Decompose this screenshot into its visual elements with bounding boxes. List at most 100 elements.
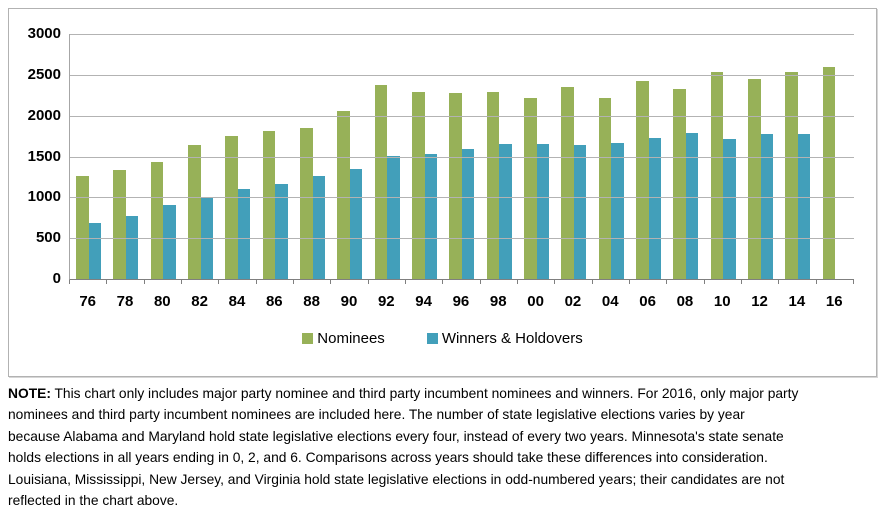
x-axis-tick-label-12: 12 bbox=[751, 293, 768, 310]
x-axis-tick-label-80: 80 bbox=[153, 293, 171, 310]
bar-pair-06 bbox=[636, 80, 662, 279]
x-axis-tick bbox=[331, 280, 369, 284]
bar-group-94 bbox=[406, 34, 443, 279]
x-axis-tick bbox=[294, 280, 332, 284]
bar-pair-00 bbox=[524, 97, 550, 279]
bar-pair-88 bbox=[300, 127, 326, 279]
plot-area bbox=[69, 34, 854, 280]
x-axis-ticks bbox=[69, 280, 854, 284]
bar-winners-holdovers-94 bbox=[424, 154, 438, 279]
gridline-2000 bbox=[70, 115, 854, 117]
x-axis-tick-label-94: 94 bbox=[415, 293, 432, 310]
y-axis-tick-label: 1500 bbox=[27, 147, 61, 165]
bar-group-84 bbox=[219, 34, 256, 279]
x-axis-tick bbox=[107, 280, 145, 284]
x-axis-labels: 76 78 80 82 84 86 88 90 92 94 96 98 00 02 04 06 08 10 12 14… bbox=[69, 293, 853, 310]
bar-winners-holdovers-76 bbox=[88, 223, 102, 279]
x-axis-tick bbox=[481, 280, 518, 284]
bar-pair-94 bbox=[412, 91, 438, 279]
bar-pair-86 bbox=[262, 131, 288, 279]
bar-nominees-90 bbox=[337, 110, 350, 279]
note-line: Louisiana, Mississippi, New Jersey, and … bbox=[8, 471, 785, 487]
bar-nominees-96 bbox=[449, 92, 462, 279]
x-axis-tick bbox=[518, 280, 556, 284]
legend-item-nominees: Nominees bbox=[302, 330, 385, 347]
bar-group-96 bbox=[443, 34, 480, 279]
bar-pair-92 bbox=[374, 84, 400, 279]
note-line: holds elections in all years ending in 0… bbox=[8, 450, 768, 466]
x-axis-tick bbox=[555, 280, 593, 284]
legend-label-nominees: Nominees bbox=[317, 330, 385, 347]
bar-nominees-78 bbox=[113, 169, 126, 279]
x-axis-tick-label-16: 16 bbox=[825, 293, 843, 310]
x-axis-tick-label-86: 86 bbox=[265, 293, 283, 310]
x-axis-tick-label-96: 96 bbox=[452, 293, 470, 310]
x-axis-tick-label-04: 04 bbox=[601, 293, 619, 310]
y-axis-tick-label: 2500 bbox=[27, 65, 61, 83]
bars-row bbox=[70, 34, 854, 279]
x-axis-tick bbox=[667, 280, 705, 284]
x-axis-tick bbox=[779, 280, 817, 284]
bar-nominees-16 bbox=[822, 66, 836, 279]
bar-nominees-84 bbox=[225, 136, 238, 279]
bar-winners-holdovers-98 bbox=[499, 144, 512, 279]
x-axis-tick bbox=[593, 280, 630, 284]
x-axis-tick-label-84: 84 bbox=[228, 293, 246, 310]
bar-winners-holdovers-80 bbox=[163, 204, 176, 279]
x-axis-tick bbox=[219, 280, 257, 284]
bar-group-78 bbox=[107, 34, 144, 279]
x-axis-tick bbox=[369, 280, 406, 284]
note-line: reflected in the chart above. bbox=[8, 493, 179, 509]
bar-nominees-08 bbox=[673, 88, 686, 279]
bar-nominees-14 bbox=[785, 72, 798, 279]
bar-winners-holdovers-00 bbox=[536, 144, 550, 279]
bar-group-12 bbox=[742, 34, 779, 279]
bar-nominees-76 bbox=[76, 176, 89, 279]
bar-pair-14 bbox=[785, 72, 811, 279]
legend-item-winners-holdovers: Winners & Holdovers bbox=[426, 330, 583, 347]
bar-nominees-10 bbox=[710, 71, 724, 279]
note-line: NOTE: This chart only includes major par… bbox=[8, 383, 883, 404]
bar-group-04 bbox=[593, 34, 630, 279]
bar-group-80 bbox=[145, 34, 182, 279]
x-axis-tick bbox=[145, 280, 182, 284]
x-axis-tick bbox=[443, 280, 481, 284]
x-axis-tick-label-14: 14 bbox=[788, 293, 806, 310]
x-axis-tick-label-92: 92 bbox=[377, 293, 395, 310]
bar-group-98 bbox=[481, 34, 518, 279]
bar-pair-98 bbox=[486, 91, 512, 279]
bar-pair-76 bbox=[76, 176, 102, 279]
bar-winners-holdovers-10 bbox=[723, 138, 736, 279]
note-line: nominees and third party incumbent nomin… bbox=[8, 407, 745, 423]
x-axis-tick bbox=[705, 280, 742, 284]
bar-group-76 bbox=[70, 34, 107, 279]
legend-label-winners-holdovers: Winners & Holdovers bbox=[441, 330, 583, 347]
bar-nominees-94 bbox=[412, 91, 425, 279]
y-axis-tick-label: 0 bbox=[52, 270, 61, 287]
x-axis-tick-label-78: 78 bbox=[116, 293, 134, 310]
bar-winners-holdovers-12 bbox=[760, 133, 774, 279]
bar-pair-10 bbox=[710, 71, 736, 279]
x-axis-tick-label-08: 08 bbox=[676, 293, 694, 310]
bar-group-02 bbox=[555, 34, 592, 279]
bar-nominees-02 bbox=[561, 87, 574, 279]
bar-nominees-06 bbox=[636, 80, 649, 279]
winners-legend-swatch-icon bbox=[426, 333, 438, 344]
note-line: because Alabama and Maryland hold state … bbox=[8, 428, 784, 444]
bar-pair-90 bbox=[337, 110, 363, 279]
bar-group-06 bbox=[630, 34, 667, 279]
bar-pair-02 bbox=[561, 87, 587, 279]
y-axis-tick-label: 3000 bbox=[27, 25, 61, 42]
x-axis-tick-label-82: 82 bbox=[191, 293, 208, 310]
bar-winners-holdovers-84 bbox=[237, 189, 251, 279]
legend: Nominees Winners & Holdovers bbox=[9, 330, 876, 347]
bar-pair-96 bbox=[449, 92, 475, 279]
bar-winners-holdovers-14 bbox=[797, 133, 811, 279]
x-axis-tick bbox=[406, 280, 444, 284]
bar-winners-holdovers-92 bbox=[387, 155, 400, 279]
bar-winners-holdovers-08 bbox=[685, 132, 699, 279]
x-axis-tick-label-00: 00 bbox=[527, 293, 544, 310]
bar-group-92 bbox=[369, 34, 406, 279]
bar-pair-16 bbox=[822, 66, 848, 279]
nominees-legend-swatch-icon bbox=[302, 333, 314, 344]
